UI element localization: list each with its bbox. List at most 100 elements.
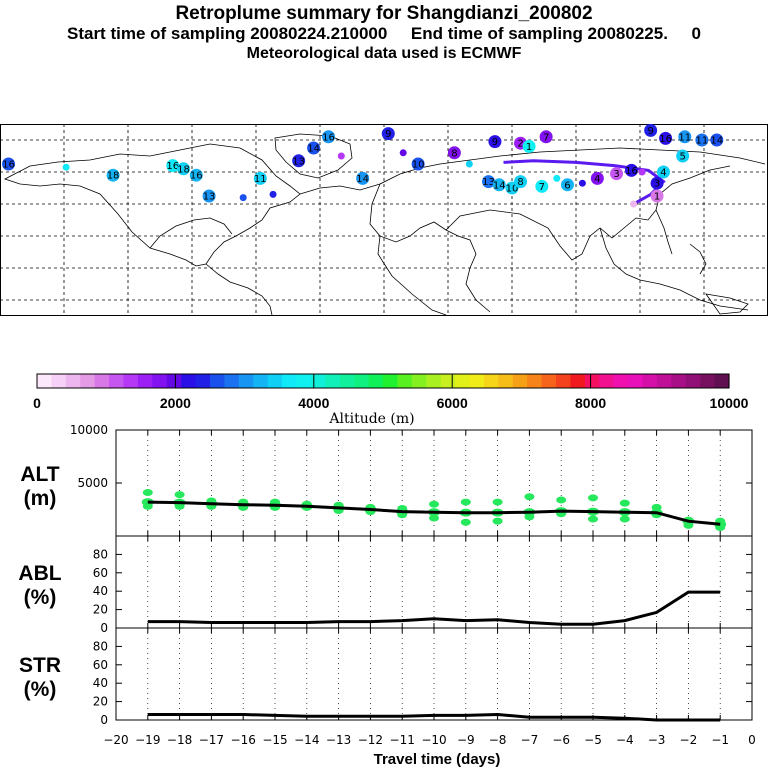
plume-cluster-label: 4	[660, 168, 666, 179]
plume-cluster-point	[522, 139, 536, 153]
plume-cluster-point	[381, 127, 395, 141]
altitude-spread-dot	[492, 498, 503, 506]
colorbar-tick-label: 0	[33, 395, 41, 411]
plume-cluster-label: 2	[517, 139, 523, 150]
chart-title: Retroplume summary for Shangdianzi_20080…	[175, 3, 593, 24]
colorbar-cell	[469, 374, 485, 388]
altitude-spread-dot	[460, 498, 471, 506]
plume-cluster-label: 9	[647, 126, 653, 137]
colorbar-cell	[195, 374, 211, 388]
series-line-abl	[147, 590, 721, 626]
plume-cluster-point	[488, 135, 502, 149]
colorbar-cell	[80, 374, 96, 388]
altitude-spread-dot	[492, 517, 503, 525]
y-tick-label: 40	[93, 676, 108, 690]
altitude-spread-dot	[524, 493, 535, 501]
y-tick-label: 80	[93, 547, 108, 561]
coastlines	[3, 133, 766, 316]
x-tick-label: −5	[584, 733, 602, 747]
plume-cluster-label: 7	[539, 182, 545, 193]
altitude-spread-dot	[683, 521, 694, 529]
plume-cluster-point	[269, 190, 277, 198]
plume-cluster-label: 1	[526, 142, 532, 153]
colorbar-cell	[714, 374, 730, 388]
x-tick-label: −15	[262, 733, 287, 747]
plume-cluster-point	[239, 194, 247, 202]
plume-cluster-label: 11	[254, 174, 267, 185]
plume-cluster-point	[650, 189, 664, 203]
colorbar-cell	[584, 374, 600, 388]
plume-cluster-label: 3	[654, 179, 660, 190]
plume-cluster-label: 5	[679, 152, 685, 163]
plume-cluster-point	[553, 174, 561, 182]
colorbar-cell	[137, 374, 153, 388]
plume-cluster-point	[62, 163, 70, 171]
plume-cluster-label: 18	[177, 164, 190, 175]
colorbar-cell	[512, 374, 528, 388]
plume-cluster-point	[590, 171, 604, 185]
plume-cluster-point	[411, 157, 425, 171]
colorbar-cell	[339, 374, 355, 388]
sampling-time-line: Start time of sampling 20080224.210000 E…	[66, 24, 701, 43]
colorbar-cell	[671, 374, 687, 388]
plume-cluster-point	[650, 176, 664, 190]
plume-cluster-label: 7	[543, 132, 549, 143]
panel-ylabel-unit: (%)	[24, 586, 57, 609]
plume-cluster-point	[624, 163, 638, 177]
x-axis-label: Travel time (days)	[374, 751, 501, 768]
colorbar-cell	[599, 374, 615, 388]
plume-cluster-point	[610, 167, 624, 181]
x-tick-label: −16	[231, 733, 256, 747]
plume-cluster-point	[176, 162, 190, 176]
altitude-colorbar: 0 2000 4000 6000 8000 10000 Altitude (m)	[33, 373, 749, 427]
colorbar-cell	[455, 374, 471, 388]
plume-cluster-point	[322, 130, 336, 144]
plume-cluster-label: 13	[203, 192, 216, 203]
plume-cluster-point	[695, 133, 709, 147]
plume-cluster-label: 14	[493, 180, 506, 191]
plume-cluster-point	[492, 178, 506, 192]
time-series-panels: 500010000ALT(m)020406080ABL(%)020406080S…	[18, 423, 756, 768]
colorbar-cell	[656, 374, 672, 388]
panel-ylabel-unit: (%)	[24, 678, 57, 701]
plume-cluster-label: 11	[678, 132, 691, 143]
colorbar-cell	[37, 374, 53, 388]
colorbar-tick-label: 2000	[160, 395, 191, 411]
plume-cluster-label: 11	[695, 136, 708, 147]
colorbar-cell	[267, 374, 283, 388]
plume-cluster-label: 3	[613, 169, 619, 180]
y-tick-label: 5000	[77, 476, 108, 490]
colorbar-xlabel: Altitude (m)	[328, 411, 414, 427]
y-tick-label: 0	[100, 621, 108, 635]
plume-cluster-point	[644, 124, 658, 137]
colorbar-cell	[383, 374, 399, 388]
x-tick-label: −12	[358, 733, 383, 747]
x-tick-label: −11	[390, 733, 415, 747]
colorbar-cell	[94, 374, 110, 388]
series-line-alt	[147, 500, 721, 526]
colorbar-cell	[700, 374, 716, 388]
panel-ylabel: ABL	[18, 562, 61, 585]
plume-cluster-label: 16	[625, 166, 638, 177]
y-tick-label: 60	[93, 658, 108, 672]
panel-ylabel: STR	[19, 654, 61, 677]
colorbar-cell	[210, 374, 226, 388]
x-tick-label: −13	[326, 733, 351, 747]
plume-cluster-label: 9	[492, 137, 498, 148]
colorbar-tick-label: 10000	[710, 395, 749, 411]
plume-cluster-point	[560, 178, 574, 192]
colorbar-cell	[296, 374, 312, 388]
plume-cluster-point	[189, 168, 203, 182]
map-grid	[0, 124, 768, 316]
plume-cluster-point	[356, 171, 370, 185]
colorbar-cell	[354, 374, 370, 388]
colorbar-cell	[642, 374, 658, 388]
x-tick-label: 0	[748, 733, 756, 747]
colorbar-tick-label: 6000	[437, 395, 468, 411]
colorbar-cell	[368, 374, 384, 388]
x-tick-label: −3	[648, 733, 666, 747]
meteorological-data-line: Meteorological data used is ECMWF	[246, 45, 522, 62]
y-tick-label: 10000	[70, 423, 108, 437]
altitude-spread-dot	[174, 491, 185, 499]
